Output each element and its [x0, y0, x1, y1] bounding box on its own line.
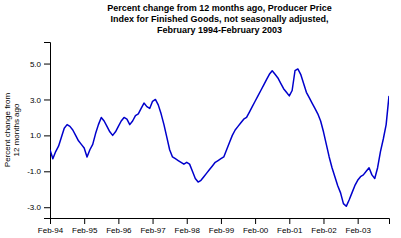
x-tick-label: Feb-97: [140, 226, 166, 235]
x-tick-mark: [289, 218, 290, 224]
y-tick-mark: [44, 99, 50, 100]
x-tick-label: Feb-03: [345, 226, 371, 235]
y-tick-mark: [44, 171, 50, 172]
x-tick: Feb-94: [38, 218, 64, 235]
x-tick-label: Feb-02: [311, 226, 337, 235]
y-tick: -3.0: [27, 203, 50, 212]
x-tick-label: Feb-94: [38, 226, 64, 235]
x-tick-mark: [323, 218, 324, 224]
x-tick-label: Feb-00: [243, 226, 269, 235]
x-tick: Feb-97: [140, 218, 166, 235]
y-tick: 5.0: [30, 60, 50, 69]
x-tick: Feb-95: [72, 218, 98, 235]
x-tick: Feb-01: [277, 218, 303, 235]
x-tick-mark: [255, 218, 256, 224]
y-tick-mark: [44, 207, 50, 208]
y-tick: -1.0: [27, 167, 50, 176]
x-tick: Feb-98: [175, 218, 201, 235]
line: [50, 69, 389, 206]
x-tick-mark: [221, 218, 222, 224]
y-tick-label: 5.0: [30, 60, 42, 69]
y-tick-label: 1.0: [30, 131, 42, 140]
y-tick: 3.0: [30, 96, 50, 105]
x-tick-mark: [358, 218, 359, 224]
y-tick-mark: [44, 64, 50, 65]
title: Percent change from 12 months ago, Produ…: [107, 3, 332, 35]
y-axis-title: Percent change from12 months ago: [3, 93, 21, 168]
x-tick-label: Feb-99: [209, 226, 235, 235]
x-axis-line: [51, 219, 390, 225]
y-tick-label: 3.0: [30, 96, 42, 105]
x-tick-label: Feb-01: [277, 226, 303, 235]
x-axis: Feb-94 Feb-95 Feb-96 Feb-97 Feb-98 Feb-99 Feb-…: [38, 218, 390, 235]
x-tick-mark: [153, 218, 154, 224]
x-tick-mark: [118, 218, 119, 224]
marks: [50, 69, 389, 206]
plot: Feb-94 Feb-95 Feb-96 Feb-97 Feb-98 Feb-99 Feb-…: [27, 43, 389, 235]
x-tick-label: Feb-95: [72, 226, 98, 235]
y-tick: 1.0: [30, 131, 50, 140]
y-tick-label: -1.0: [27, 167, 41, 176]
x-tick-mark: [84, 218, 85, 224]
y-tick-label: -3.0: [27, 203, 41, 212]
x-tick: Feb-03: [345, 218, 371, 235]
x-tick: Feb-02: [311, 218, 337, 235]
y-tick-mark: [44, 135, 50, 136]
x-tick: Feb-00: [243, 218, 269, 235]
x-tick-label: Feb-96: [106, 226, 132, 235]
x-tick: Feb-99: [209, 218, 235, 235]
x-tick-label: Feb-98: [175, 226, 201, 235]
y-axis: -3.0 -1.0 1.0 3.0 5.0: [27, 43, 50, 219]
x-tick: Feb-96: [106, 218, 132, 235]
y-axis-line: [44, 43, 51, 219]
x-tick-mark: [187, 218, 188, 224]
chart: Feb-94 Feb-95 Feb-96 Feb-97 Feb-98 Feb-99 Feb-…: [0, 0, 401, 238]
